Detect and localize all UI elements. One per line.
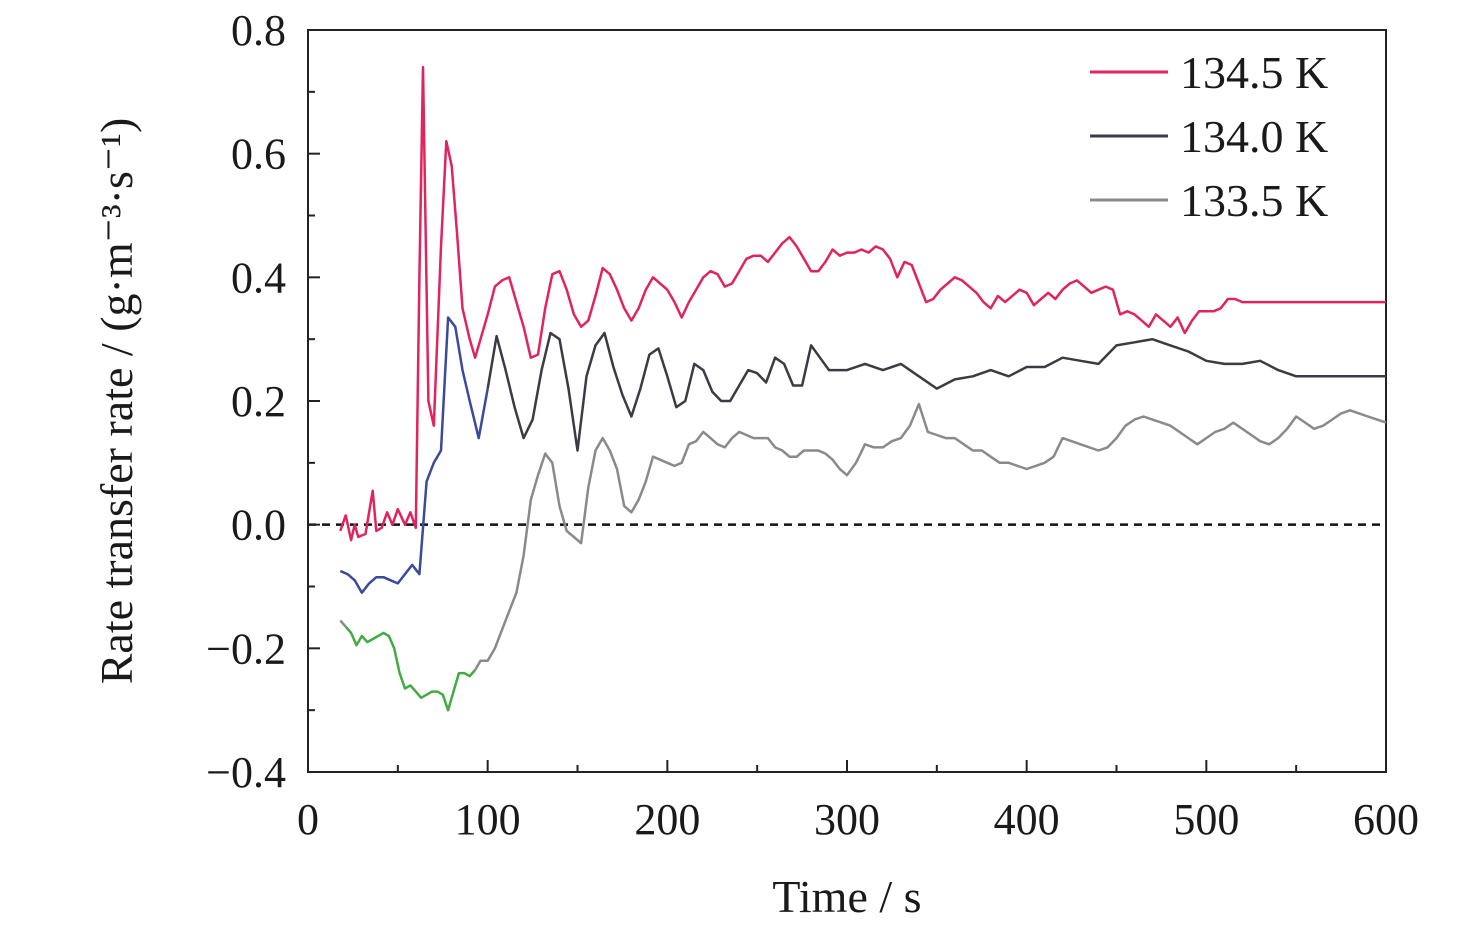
series-line (339, 316, 489, 594)
y-tick-label: −0.4 (206, 748, 286, 797)
series-line (339, 619, 347, 628)
series-3 (339, 402, 1387, 712)
y-tick-label: 0.4 (231, 253, 286, 302)
y-tick-label: 0.2 (231, 377, 286, 426)
x-axis-ticks: 0 100 200 300 400 500 600 (297, 760, 1419, 844)
legend-label: 134.5 K (1180, 47, 1328, 98)
series-line (344, 625, 477, 712)
x-tick-label: 200 (634, 795, 700, 844)
y-tick-label: 0.6 (231, 130, 286, 179)
series-group (339, 65, 1387, 712)
x-tick-label: 500 (1173, 795, 1239, 844)
x-axis-title: Time / s (772, 871, 921, 922)
y-axis-ticks: −0.4 −0.2 0.0 0.2 0.4 0.6 0.8 (206, 6, 320, 797)
x-tick-label: 100 (455, 795, 521, 844)
series-2 (339, 316, 1386, 594)
x-tick-label: 400 (994, 795, 1060, 844)
x-tick-label: 0 (297, 795, 319, 844)
y-tick-label: 0.8 (231, 6, 286, 55)
y-tick-label: 0.0 (231, 501, 286, 550)
series-line (339, 65, 1386, 542)
x-tick-label: 600 (1353, 795, 1419, 844)
legend-label: 133.5 K (1180, 175, 1328, 226)
y-tick-label: −0.2 (206, 624, 286, 673)
legend-label: 134.0 K (1180, 111, 1328, 162)
x-tick-label: 300 (814, 795, 880, 844)
y-axis-title: Rate transfer rate / (g·m⁻³·s⁻¹) (91, 118, 142, 685)
series-line (486, 331, 1386, 452)
series-1 (339, 65, 1386, 542)
series-line (474, 402, 1387, 671)
legend: 134.5 K 134.0 K 133.5 K (1090, 47, 1328, 226)
